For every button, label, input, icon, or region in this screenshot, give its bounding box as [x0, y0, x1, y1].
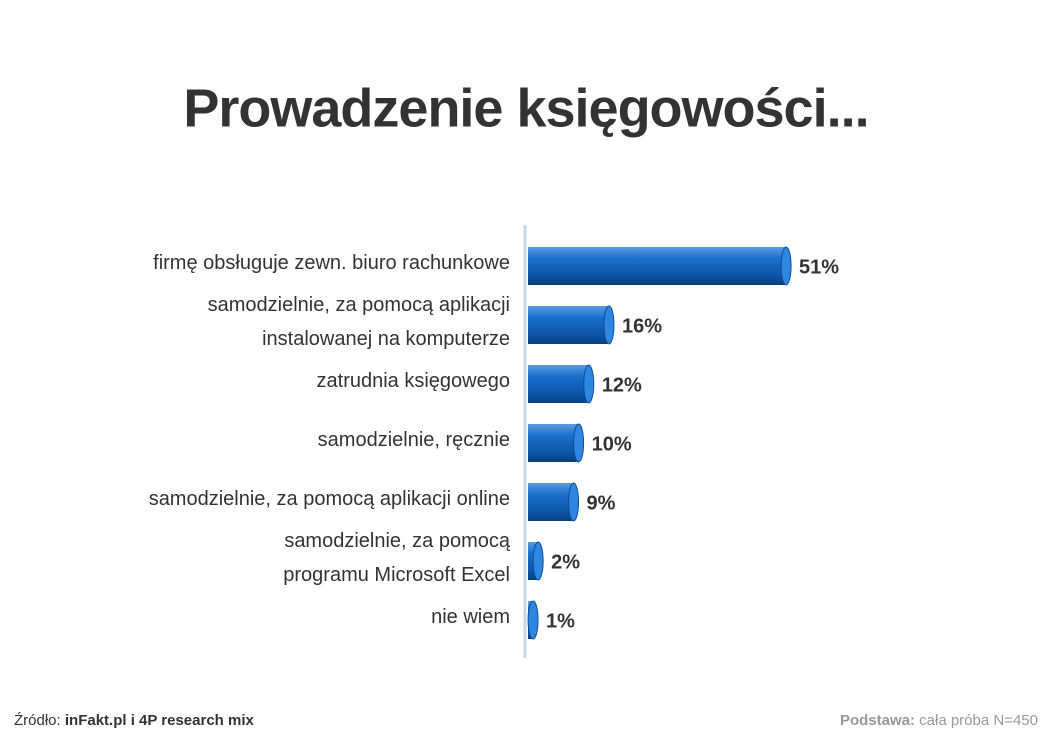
- value-label: 1%: [546, 610, 575, 632]
- base-value: cała próba N=450: [919, 712, 1038, 729]
- category-label: samodzielnie, ręcznie: [318, 429, 510, 451]
- source-label: Źródło:: [14, 712, 61, 729]
- category-line: samodzielnie, za pomocą aplikacji online: [149, 488, 510, 510]
- category-line: samodzielnie, ręcznie: [318, 429, 510, 451]
- value-label: 16%: [622, 315, 662, 337]
- value-label: 12%: [602, 374, 642, 396]
- bar-cap: [603, 305, 615, 345]
- base-label: Podstawa:: [840, 712, 915, 729]
- bar: [528, 424, 579, 462]
- bar: [528, 483, 574, 521]
- category-line: instalowanej na komputerze: [262, 328, 510, 350]
- bar: [528, 247, 787, 285]
- category-line: samodzielnie, za pomocą: [284, 530, 511, 552]
- category-line: firmę obsługuje zewn. biuro rachunkowe: [153, 252, 510, 274]
- source-value: inFakt.pl i 4P research mix: [65, 712, 255, 729]
- category-label: samodzielnie, za pomocą programu Microsof…: [283, 530, 511, 586]
- bar-cap: [780, 246, 792, 286]
- category-line: programu Microsoft Excel: [283, 564, 510, 586]
- category-line: zatrudnia księgowego: [317, 370, 510, 392]
- category-line: nie wiem: [431, 606, 510, 628]
- category-label: samodzielnie, za pomocą aplikacji instalo…: [208, 294, 510, 350]
- value-label: 51%: [799, 256, 839, 278]
- value-label: 10%: [592, 433, 632, 455]
- bar-cap: [527, 600, 539, 640]
- category-label: samodzielnie, za pomocą aplikacji online: [149, 488, 510, 510]
- bar: [528, 306, 609, 344]
- value-label: 9%: [587, 492, 616, 514]
- category-line: samodzielnie, za pomocą aplikacji: [208, 294, 510, 316]
- footer-source: Źródło: inFakt.pl i 4P research mix: [14, 712, 254, 729]
- bar: [528, 365, 589, 403]
- category-label: nie wiem: [431, 606, 510, 628]
- bar-cap: [573, 423, 585, 463]
- bar-cap: [532, 541, 544, 581]
- value-label: 2%: [551, 551, 580, 573]
- category-label: zatrudnia księgowego: [317, 370, 510, 392]
- footer-base: Podstawa: cała próba N=450: [840, 712, 1038, 729]
- chart-title: Prowadzenie księgowości...: [183, 78, 868, 138]
- category-label: firmę obsługuje zewn. biuro rachunkowe: [153, 252, 510, 274]
- bar-cap: [583, 364, 595, 404]
- bar-cap: [568, 482, 580, 522]
